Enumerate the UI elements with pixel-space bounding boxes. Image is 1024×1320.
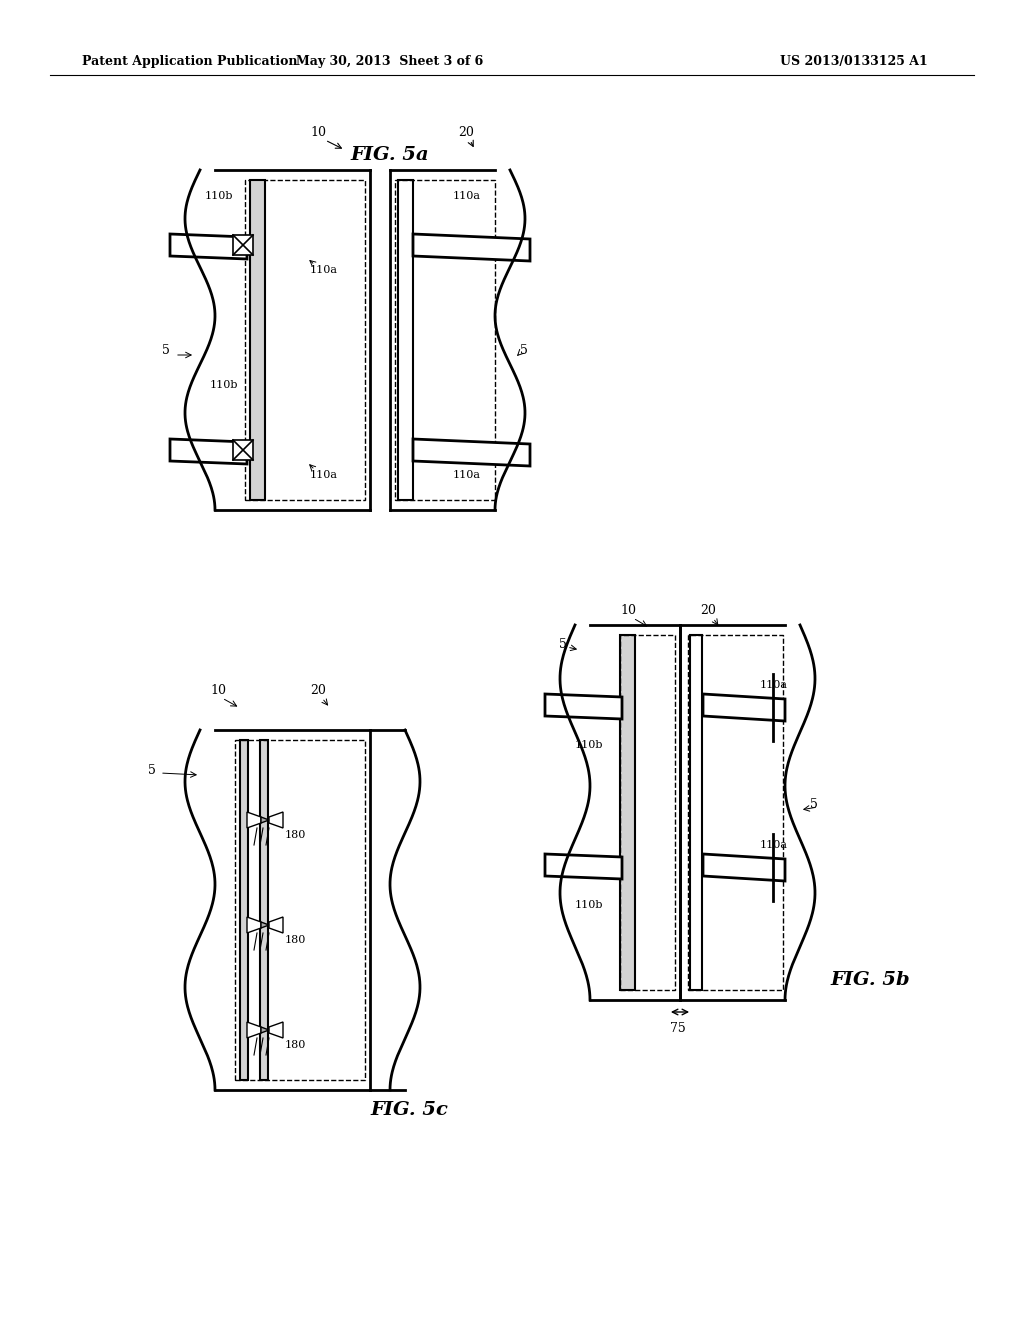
Bar xyxy=(250,180,265,500)
Polygon shape xyxy=(261,817,269,822)
Text: 110b: 110b xyxy=(575,900,603,909)
Text: 180: 180 xyxy=(285,935,306,945)
Text: 10: 10 xyxy=(210,684,226,697)
Text: FIG. 5b: FIG. 5b xyxy=(830,972,909,989)
Bar xyxy=(233,440,253,459)
Text: 5: 5 xyxy=(520,343,528,356)
Bar xyxy=(620,635,675,990)
Polygon shape xyxy=(261,921,269,928)
Polygon shape xyxy=(170,440,247,465)
Polygon shape xyxy=(703,694,785,721)
Text: FIG. 5c: FIG. 5c xyxy=(370,1101,447,1119)
Text: 180: 180 xyxy=(285,830,306,840)
Bar xyxy=(233,235,253,255)
Text: 10: 10 xyxy=(620,603,636,616)
Text: May 30, 2013  Sheet 3 of 6: May 30, 2013 Sheet 3 of 6 xyxy=(296,55,483,69)
Polygon shape xyxy=(269,812,283,828)
Polygon shape xyxy=(545,854,622,879)
Polygon shape xyxy=(247,917,261,933)
Bar xyxy=(395,180,495,500)
Text: 20: 20 xyxy=(310,684,326,697)
Text: 110b: 110b xyxy=(575,741,603,750)
Polygon shape xyxy=(170,234,247,259)
Polygon shape xyxy=(247,812,261,828)
Text: 110b: 110b xyxy=(205,191,233,201)
Text: 110a: 110a xyxy=(310,470,338,480)
Text: 75: 75 xyxy=(670,1022,686,1035)
Text: 110b: 110b xyxy=(210,380,239,389)
Polygon shape xyxy=(269,1022,283,1038)
Text: 5: 5 xyxy=(162,343,170,356)
Bar xyxy=(688,635,783,990)
Text: US 2013/0133125 A1: US 2013/0133125 A1 xyxy=(780,55,928,69)
Text: Patent Application Publication: Patent Application Publication xyxy=(82,55,298,69)
Bar xyxy=(240,741,248,1080)
Polygon shape xyxy=(413,234,530,261)
Text: 5: 5 xyxy=(559,639,567,652)
Text: 110a: 110a xyxy=(453,191,481,201)
Polygon shape xyxy=(261,1027,269,1034)
Bar xyxy=(620,635,635,990)
Bar xyxy=(398,180,413,500)
Text: 10: 10 xyxy=(310,125,326,139)
Bar xyxy=(690,635,702,990)
Text: FIG. 5a: FIG. 5a xyxy=(350,147,429,164)
Polygon shape xyxy=(413,440,530,466)
Text: 20: 20 xyxy=(700,603,716,616)
Polygon shape xyxy=(247,1022,261,1038)
Bar xyxy=(260,741,268,1080)
Polygon shape xyxy=(269,917,283,933)
Text: 5: 5 xyxy=(810,799,818,812)
Text: 110a: 110a xyxy=(310,265,338,275)
Text: 110a: 110a xyxy=(760,840,788,850)
Text: 180: 180 xyxy=(285,1040,306,1049)
Text: 5: 5 xyxy=(148,763,156,776)
Bar xyxy=(234,741,365,1080)
Polygon shape xyxy=(545,694,622,719)
Text: 110a: 110a xyxy=(453,470,481,480)
Text: 110a: 110a xyxy=(760,680,788,690)
Bar xyxy=(245,180,365,500)
Text: 20: 20 xyxy=(458,125,474,139)
Polygon shape xyxy=(703,854,785,880)
